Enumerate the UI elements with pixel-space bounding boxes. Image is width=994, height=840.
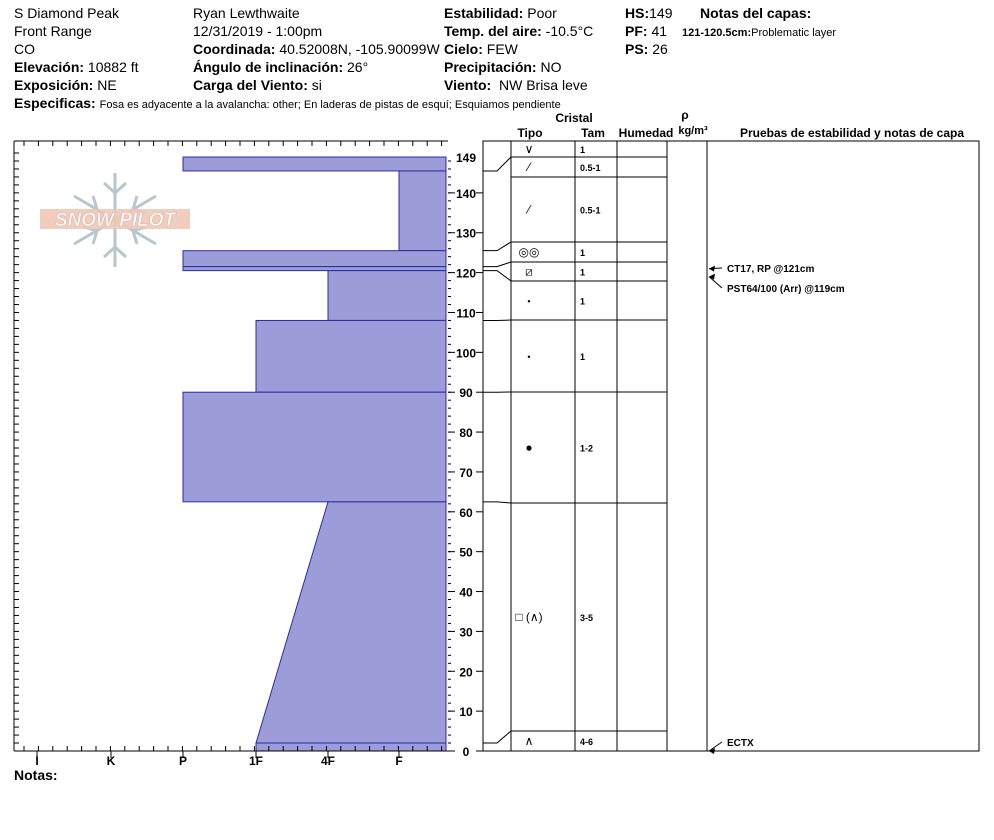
crystal-type-symbol: ◎◎ <box>519 245 540 259</box>
height-tick-label: 140 <box>456 187 476 201</box>
hardness-tick-label: 1F <box>249 754 263 768</box>
header-tests: Pruebas de estabilidad y notas de capa <box>740 126 964 140</box>
crystal-type-symbol: ∨ <box>525 142 534 156</box>
height-tick-label: 100 <box>456 346 476 360</box>
header-rho: ρ <box>681 108 688 122</box>
slope-angle: Ángulo de inclinación: 26° <box>193 59 369 75</box>
wind: Viento: NW Brisa leve <box>444 77 588 93</box>
height-tick-label: 0 <box>463 745 470 759</box>
logo-banner <box>40 209 190 229</box>
state-name: CO <box>14 41 35 57</box>
layer-note: 121-120.5cm:Problematic layer <box>682 27 837 39</box>
stability-test-label: ECTX <box>727 738 754 749</box>
precipitation: Precipitación: NO <box>444 59 562 75</box>
coordinates: Coordinada: 40.52008N, -105.90099W <box>193 41 440 57</box>
height-tick-label: 50 <box>459 546 473 560</box>
height-tick-label: 40 <box>459 586 473 600</box>
elevation: Elevación: 10882 ft <box>14 59 139 75</box>
hardness-bar <box>182 391 447 503</box>
crystal-size: 1 <box>580 297 585 307</box>
logo-text: SNOW PILOT <box>55 210 177 231</box>
crystal-type-symbol: ⧄ <box>525 265 533 279</box>
observer-name: Ryan Lewthwaite <box>193 5 300 21</box>
crystal-type-symbol: □ (∧) <box>515 610 542 624</box>
header-humedad: Humedad <box>619 126 674 140</box>
header-tipo: Tipo <box>517 126 542 140</box>
snow-height: HS:149 <box>625 5 673 21</box>
height-tick-label: 90 <box>459 386 473 400</box>
hardness-bar <box>182 156 447 172</box>
height-tick-label: 70 <box>459 466 473 480</box>
height-top-label: 149 <box>456 151 476 165</box>
wind-loading: Carga del Viento: si <box>193 77 322 93</box>
height-tick-label: 80 <box>459 426 473 440</box>
height-tick-label: 10 <box>459 705 473 719</box>
test-arrow-head <box>709 748 715 754</box>
layer-connector <box>483 501 512 504</box>
notes-label: Notas: <box>14 767 58 783</box>
observation-datetime: 12/31/2019 - 1:00pm <box>193 23 323 39</box>
layer-connector <box>483 270 512 282</box>
stability-test-label: CT17, RP @121cm <box>727 264 814 275</box>
hardness-tick-label: I <box>35 754 38 768</box>
hardness-bar <box>327 270 447 321</box>
hardness-bar <box>255 319 447 393</box>
height-tick-label: 120 <box>456 267 476 281</box>
crystal-size: 3-5 <box>580 613 593 623</box>
layer-connector <box>483 261 512 268</box>
height-tick-label: 30 <box>459 625 473 639</box>
hardness-bar <box>398 170 447 252</box>
crystal-size: 1 <box>580 268 585 278</box>
hardness-bar <box>182 250 447 268</box>
crystal-size: 1 <box>580 248 585 258</box>
crystal-type-symbol: • <box>527 297 530 307</box>
crystal-type-symbol: ⁄ <box>525 203 532 217</box>
height-tick-label: 110 <box>456 306 476 320</box>
hardness-tick-label: P <box>179 754 187 768</box>
layer-connector <box>483 730 512 744</box>
height-tick-label: 20 <box>459 665 473 679</box>
height-tick-label: 60 <box>459 506 473 520</box>
penetration-foot: PF: 41 <box>625 23 668 39</box>
crystal-size: 1 <box>580 352 585 362</box>
range-name: Front Range <box>14 23 92 39</box>
hardness-tick-label: K <box>107 754 116 768</box>
hardness-tick-label: 4F <box>321 754 335 768</box>
height-tick-label: 130 <box>456 227 476 241</box>
layer-connector <box>483 241 512 252</box>
crystal-size: 4-6 <box>580 737 593 747</box>
location-name: S Diamond Peak <box>14 5 120 21</box>
header-density-unit: kg/m³ <box>678 125 708 137</box>
test-arrow-head <box>709 273 715 280</box>
crystal-size: 1 <box>580 145 585 155</box>
layer-connector <box>483 156 512 172</box>
hardness-bar <box>255 742 447 752</box>
test-arrow-line <box>708 276 723 289</box>
hardness-tick-label: F <box>395 754 402 768</box>
hardness-bar <box>255 501 447 744</box>
crystal-type-symbol: ● <box>525 441 532 455</box>
layer-table-frame <box>482 140 980 752</box>
test-arrow-head <box>709 265 715 272</box>
test-arrow-line <box>708 741 723 752</box>
crystal-size: 0.5-1 <box>580 206 601 216</box>
air-temperature: Temp. del aire: -10.5°C <box>444 23 594 39</box>
header-tam: Tam <box>581 126 605 140</box>
crystal-size: 0.5-1 <box>580 163 601 173</box>
stability-test-label: PST64/100 (Arr) @119cm <box>727 284 845 295</box>
crystal-type-symbol: ⁄ <box>525 160 532 174</box>
layer-notes-label: Notas del capas: <box>700 5 812 21</box>
specifics: Especificas: Fosa es adyacente a la aval… <box>14 95 561 111</box>
crystal-type-symbol: • <box>527 352 530 362</box>
aspect: Exposición: NE <box>14 77 117 93</box>
stability: Estabilidad: Poor <box>444 5 557 21</box>
hardness-bar <box>182 266 447 272</box>
penetration-ski: PS: 26 <box>625 41 668 57</box>
header-cristal: Cristal <box>555 111 592 125</box>
crystal-type-symbol: ∧ <box>525 734 534 748</box>
crystal-size: 1-2 <box>580 444 593 454</box>
sky-cover: Cielo: FEW <box>444 41 518 57</box>
